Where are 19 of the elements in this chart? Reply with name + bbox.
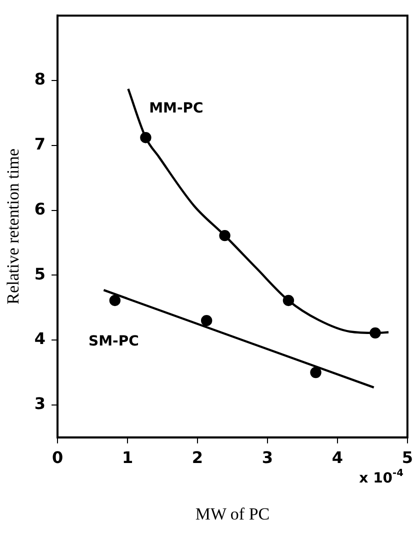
point	[310, 366, 322, 378]
y-tick-label: 8	[34, 70, 46, 89]
y-tick-label: 3	[34, 394, 46, 414]
x-tick-label: 2	[192, 448, 204, 468]
x-tick-label: 5	[402, 448, 414, 468]
y-tick-label: 6	[34, 199, 46, 218]
y-axis-title: Relative retention time	[4, 148, 23, 304]
text: SM-PC	[88, 334, 139, 350]
x-axis-title: MW of PC	[195, 504, 270, 524]
y-tick-label: 4	[34, 329, 46, 348]
series-label: MM-PC	[149, 100, 204, 117]
point	[200, 314, 212, 326]
point	[109, 294, 121, 306]
x-tick-label: 1	[122, 448, 134, 468]
x-tick-label: 4	[332, 448, 344, 468]
x-tick-label: 0	[52, 448, 64, 468]
x-tick-label: 3	[262, 448, 274, 468]
y-tick-label: 5	[34, 264, 46, 284]
y-tick-label: 7	[34, 134, 46, 154]
